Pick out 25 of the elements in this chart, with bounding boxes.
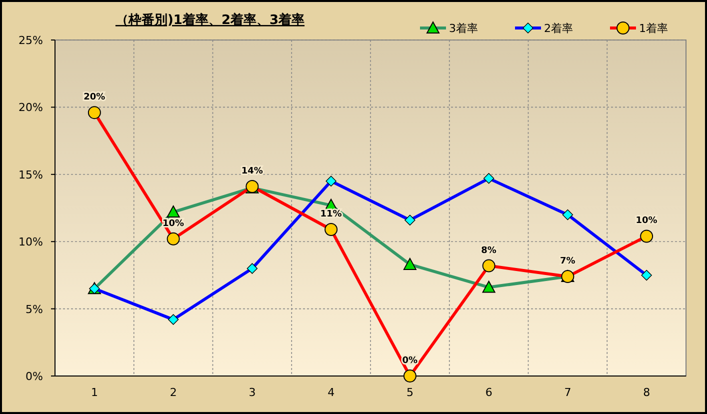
- x-tick-label: 4: [328, 386, 335, 399]
- y-tick-label: 20%: [18, 101, 43, 114]
- legend-label: 2着率: [544, 22, 573, 35]
- y-tick-label: 5%: [26, 302, 43, 316]
- chart-title: （枠番別)1着率、2着率、3着率: [115, 12, 305, 28]
- data-label: 11%: [320, 210, 342, 220]
- data-label: 0%: [402, 356, 418, 366]
- data-label: 14%: [241, 166, 263, 176]
- y-tick-label: 0%: [26, 370, 43, 383]
- legend-label: 1着率: [639, 22, 668, 35]
- x-tick-label: 8: [643, 386, 650, 399]
- y-tick-label: 25%: [18, 34, 43, 47]
- y-tick-label: 10%: [18, 236, 43, 249]
- legend-label: 3着率: [449, 22, 478, 35]
- data-label: 10%: [636, 216, 658, 226]
- x-tick-label: 7: [564, 386, 572, 399]
- data-label: 20%: [84, 92, 106, 103]
- x-tick-label: 3: [248, 386, 256, 399]
- data-label: 7%: [560, 256, 576, 267]
- x-tick-label: 1: [90, 386, 98, 399]
- x-tick-label: 6: [485, 386, 492, 399]
- x-tick-label: 2: [170, 386, 177, 399]
- x-tick-label: 5: [406, 386, 414, 399]
- y-tick-label: 15%: [18, 168, 43, 182]
- data-label: 8%: [481, 246, 496, 256]
